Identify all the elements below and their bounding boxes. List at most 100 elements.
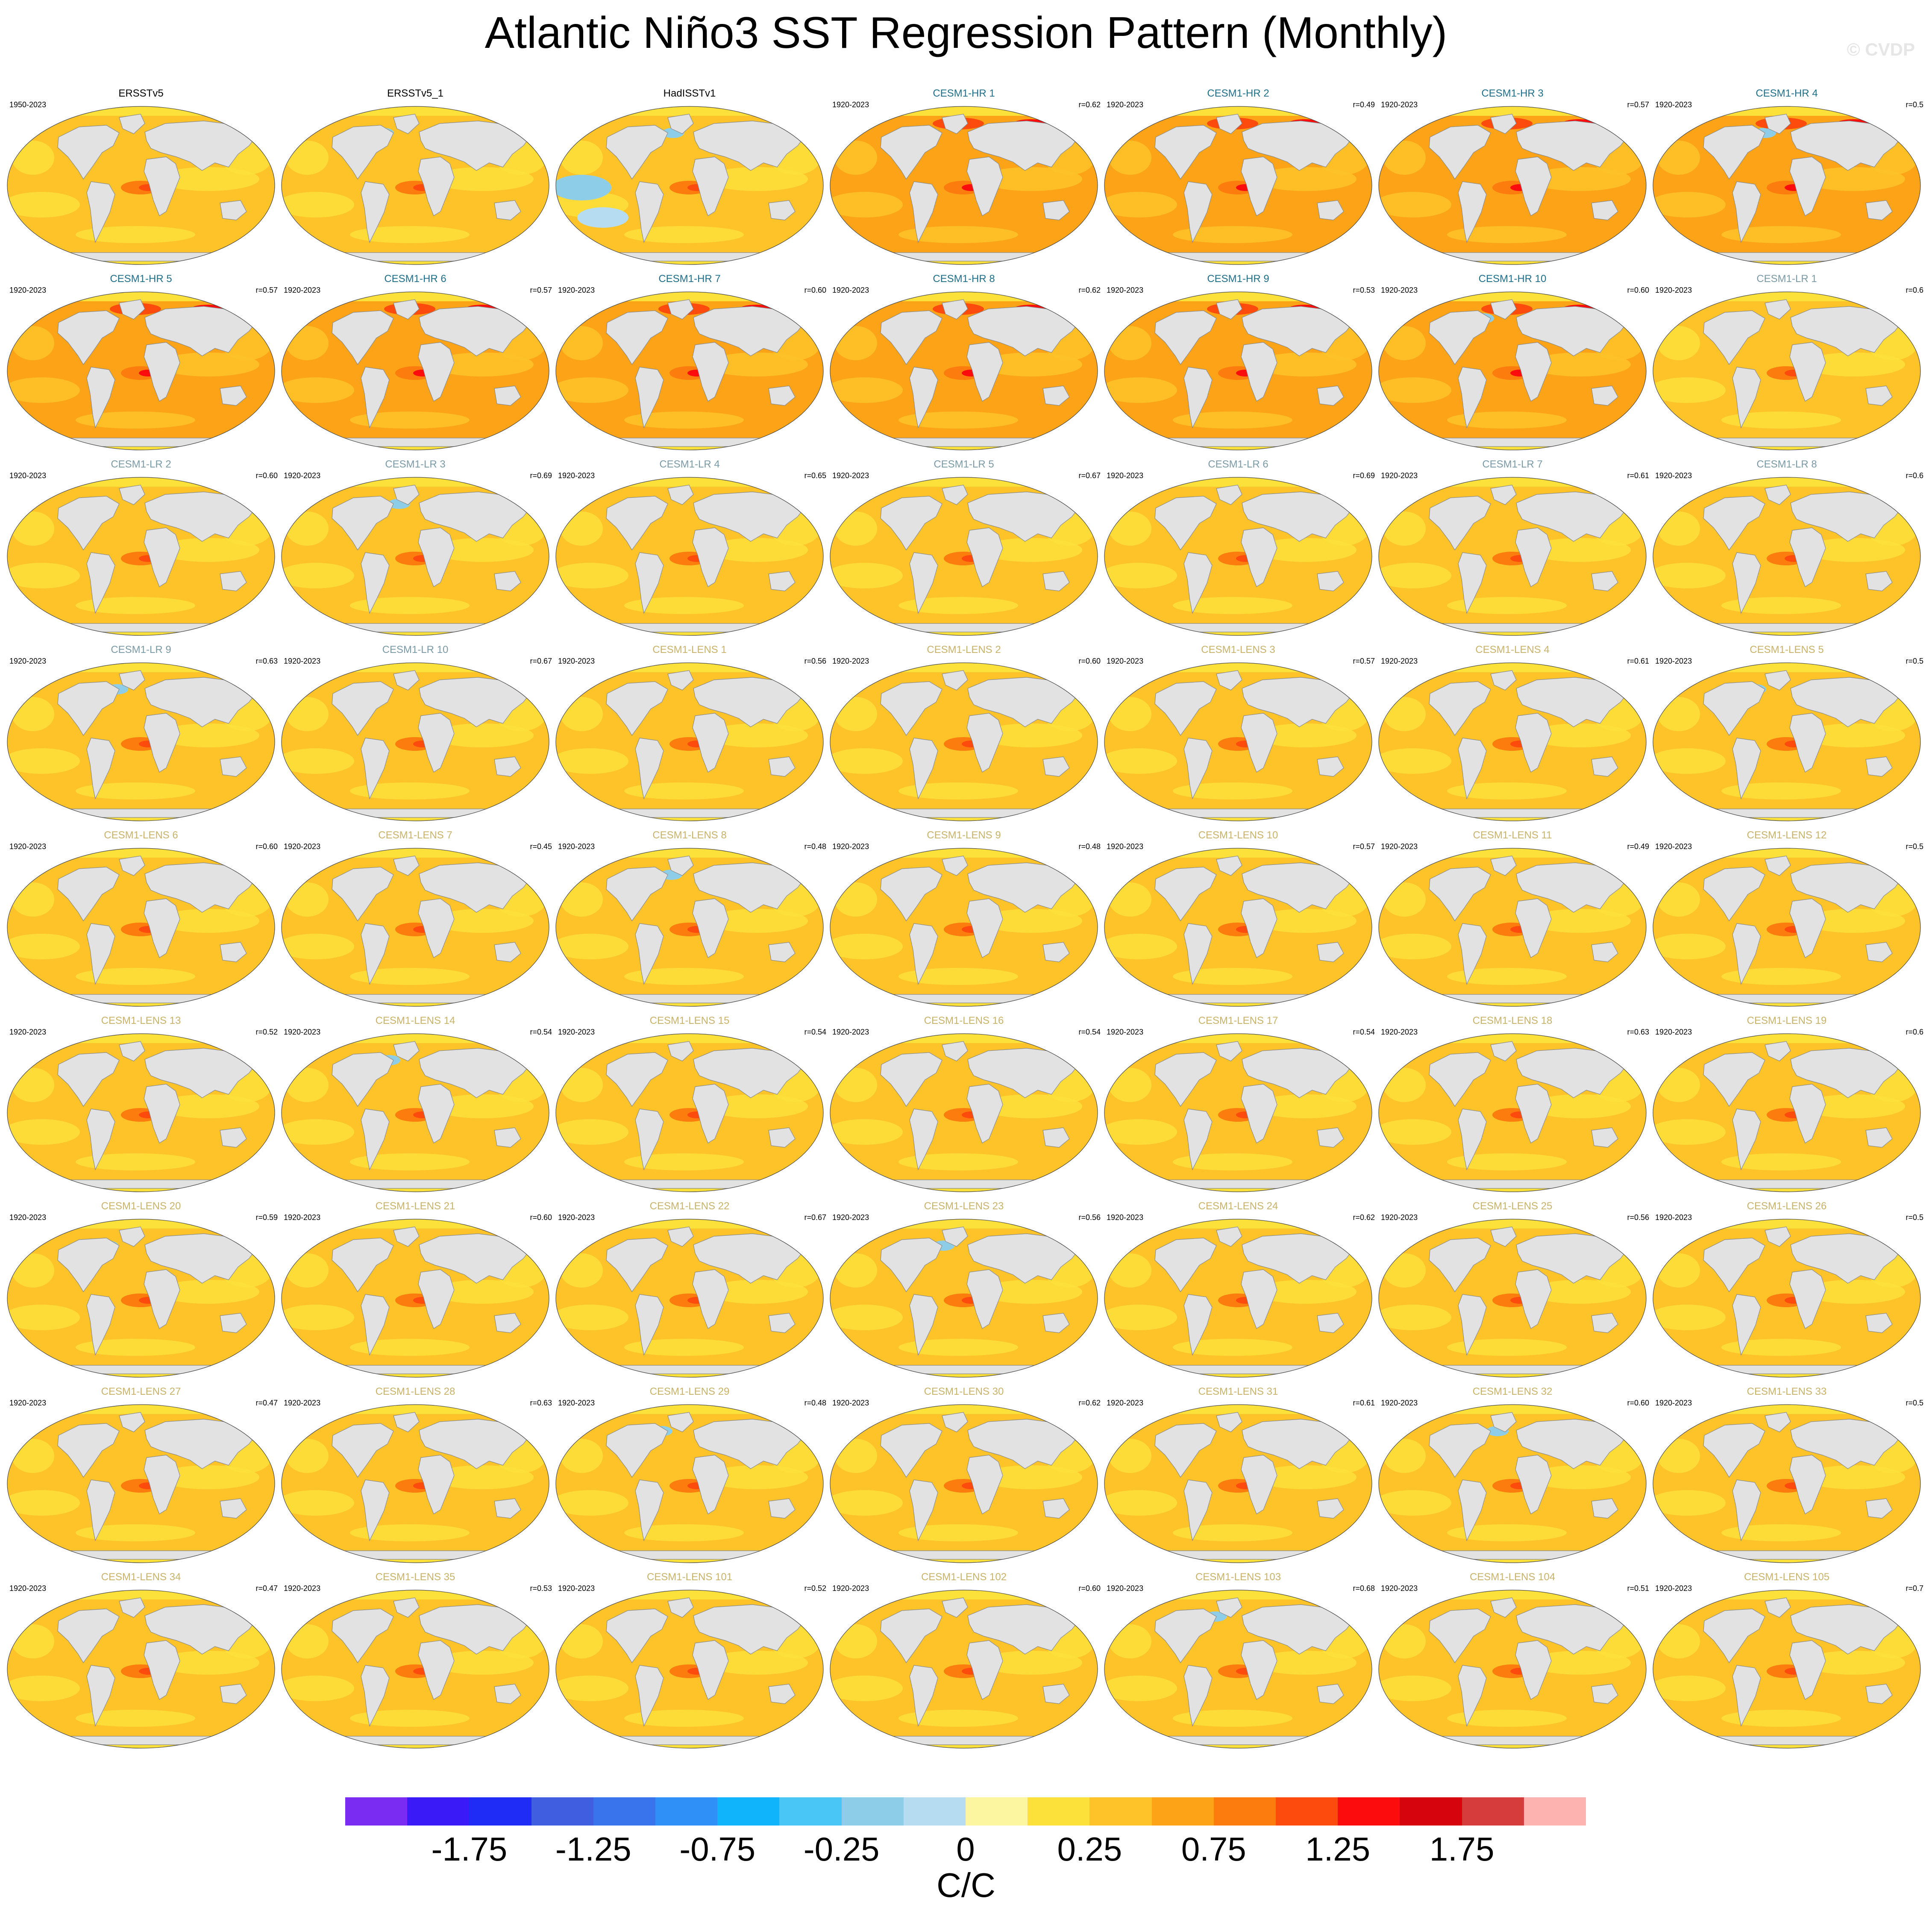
sst-map [1378, 291, 1647, 450]
colorbar-tick-label: 0.25 [1057, 1830, 1122, 1868]
panel-title: CESM1-LENS 101 [646, 1571, 733, 1583]
panel-correlation: r=0.53 [530, 1584, 552, 1593]
panel-title: CESM1-LENS 35 [375, 1571, 455, 1583]
panel-title: CESM1-LR 6 [1208, 459, 1268, 470]
panel-title: ERSSTv5 [118, 88, 164, 99]
map-panel: CESM1-LR 5 1920-2023 r=0.67 [826, 459, 1101, 644]
panel-years: 1920-2023 [1655, 1399, 1692, 1407]
panel-correlation: r=0.68 [1353, 1584, 1375, 1593]
panel-years: 1920-2023 [1107, 286, 1144, 294]
panel-title: CESM1-LR 8 [1756, 459, 1817, 470]
panel-years: 1920-2023 [1655, 1028, 1692, 1036]
panel-years: 1920-2023 [1381, 1213, 1418, 1222]
panel-title: CESM1-LR 5 [934, 459, 994, 470]
map-panel: CESM1-LENS 22 1920-2023 r=0.67 [552, 1200, 827, 1386]
sst-map [1104, 1033, 1372, 1192]
panel-correlation: r=0.60 [255, 471, 278, 480]
panel-years: 1920-2023 [284, 471, 321, 480]
colorbar-tick-label: -1.75 [431, 1830, 508, 1868]
panel-title: CESM1-LENS 15 [649, 1015, 730, 1026]
panel-years: 1920-2023 [832, 842, 869, 851]
panel-title: CESM1-LR 9 [111, 644, 171, 656]
sst-map [7, 1590, 275, 1749]
panel-years: 1920-2023 [558, 842, 595, 851]
map-panel: CESM1-LENS 11 1920-2023 r=0.49 [1375, 829, 1650, 1015]
colorbar-swatch [345, 1797, 408, 1826]
sst-map [830, 662, 1098, 821]
panel-years: 1920-2023 [832, 100, 869, 109]
sst-map [830, 1404, 1098, 1563]
panel-title: CESM1-LENS 24 [1198, 1200, 1278, 1212]
panel-title: CESM1-LENS 105 [1744, 1571, 1830, 1583]
panel-title: CESM1-LENS 17 [1198, 1015, 1278, 1026]
panel-correlation: r=0.57 [255, 286, 278, 294]
panel-title: CESM1-LR 10 [382, 644, 449, 656]
panel-years: 1920-2023 [284, 1213, 321, 1222]
panel-title: CESM1-LENS 28 [375, 1386, 455, 1397]
colorbar [345, 1797, 1586, 1826]
map-panel: CESM1-LR 8 1920-2023 r=0.6 [1649, 459, 1924, 644]
map-panel: CESM1-LENS 12 1920-2023 r=0.5 [1649, 829, 1924, 1015]
map-panel: CESM1-HR 7 1920-2023 r=0.60 [552, 273, 827, 459]
sst-map [555, 1033, 824, 1192]
map-panel: CESM1-LENS 5 1920-2023 r=0.5 [1649, 644, 1924, 829]
panel-correlation: r=0.7 [1906, 1584, 1923, 1593]
map-panel: CESM1-LENS 3 1920-2023 r=0.57 [1101, 644, 1376, 829]
panel-years: 1920-2023 [558, 1399, 595, 1407]
panel-correlation: r=0.60 [1627, 286, 1649, 294]
panel-correlation: r=0.5 [1906, 842, 1923, 851]
panel-title: CESM1-LENS 12 [1747, 829, 1827, 841]
sst-map [1104, 662, 1372, 821]
panel-title: CESM1-LENS 6 [104, 829, 178, 841]
panel-correlation: r=0.51 [1627, 1584, 1649, 1593]
map-panel: CESM1-LR 2 1920-2023 r=0.60 [3, 459, 279, 644]
sst-map [555, 1590, 824, 1749]
sst-map [7, 848, 275, 1007]
sst-map [830, 477, 1098, 636]
sst-map [7, 1033, 275, 1192]
panel-title: CESM1-LENS 11 [1473, 829, 1552, 841]
panel-years: 1920-2023 [1655, 100, 1692, 109]
map-panel: CESM1-HR 1 1920-2023 r=0.62 [826, 88, 1101, 273]
map-panel: CESM1-LR 10 1920-2023 r=0.67 [278, 644, 553, 829]
colorbar-tick-label: 0 [956, 1830, 975, 1868]
sst-map [830, 291, 1098, 450]
colorbar-tick-label: 0.75 [1181, 1830, 1246, 1868]
map-panel: CESM1-HR 6 1920-2023 r=0.57 [278, 273, 553, 459]
sst-map [1378, 1219, 1647, 1378]
panel-title: CESM1-HR 5 [110, 273, 172, 285]
map-panel: CESM1-LENS 2 1920-2023 r=0.60 [826, 644, 1101, 829]
colorbar-swatch [841, 1797, 904, 1826]
sst-map [1653, 291, 1921, 450]
colorbar-swatch [903, 1797, 966, 1826]
panel-years: 1920-2023 [284, 1028, 321, 1036]
panel-years: 1920-2023 [1655, 1213, 1692, 1222]
sst-map [281, 1590, 549, 1749]
panel-years: 1920-2023 [9, 657, 47, 665]
map-panel: CESM1-LENS 35 1920-2023 r=0.53 [278, 1571, 553, 1757]
panel-correlation: r=0.47 [255, 1399, 278, 1407]
panel-years: 1920-2023 [1107, 1584, 1144, 1593]
panel-title: CESM1-HR 3 [1481, 88, 1544, 99]
map-panel: CESM1-HR 2 1920-2023 r=0.49 [1101, 88, 1376, 273]
panel-correlation: r=0.52 [804, 1584, 826, 1593]
panel-years: 1920-2023 [558, 1028, 595, 1036]
colorbar-tick-label: 1.75 [1429, 1830, 1495, 1868]
panel-title: CESM1-HR 4 [1756, 88, 1818, 99]
map-panel: CESM1-LR 7 1920-2023 r=0.61 [1375, 459, 1650, 644]
panel-title: ERSSTv5_1 [387, 88, 444, 99]
map-panel: CESM1-HR 9 1920-2023 r=0.53 [1101, 273, 1376, 459]
panel-correlation: r=0.67 [1078, 471, 1101, 480]
map-panel: CESM1-LENS 10 1920-2023 r=0.57 [1101, 829, 1376, 1015]
map-panel: CESM1-LENS 24 1920-2023 r=0.62 [1101, 1200, 1376, 1386]
colorbar-swatch [717, 1797, 780, 1826]
panel-years: 1920-2023 [284, 842, 321, 851]
map-panel: CESM1-HR 8 1920-2023 r=0.62 [826, 273, 1101, 459]
colorbar-swatch [1524, 1797, 1586, 1826]
panel-title: CESM1-HR 10 [1478, 273, 1547, 285]
sst-map [1653, 662, 1921, 821]
panel-title: CESM1-LENS 103 [1195, 1571, 1281, 1583]
map-panel: ERSSTv5_1 [278, 88, 553, 273]
panel-grid: ERSSTv5 1950-2023 ERSSTv5_1 HadISSTv1 CESM1-… [3, 88, 1924, 1757]
map-panel: CESM1-LENS 20 1920-2023 r=0.59 [3, 1200, 279, 1386]
